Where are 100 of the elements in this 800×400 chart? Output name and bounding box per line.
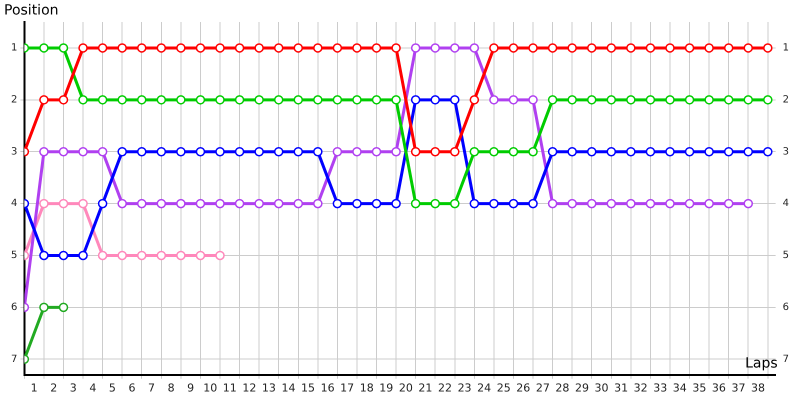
point xyxy=(646,198,656,208)
x-tick-label: 2 xyxy=(50,381,58,394)
point xyxy=(313,146,323,156)
point xyxy=(450,95,460,105)
x-tick-label: 4 xyxy=(89,381,96,394)
point xyxy=(254,198,264,208)
point xyxy=(528,198,538,208)
x-tick-label: 23 xyxy=(458,381,472,394)
point xyxy=(724,146,734,156)
point xyxy=(137,250,146,260)
point xyxy=(313,43,323,53)
point xyxy=(606,198,616,208)
point xyxy=(215,146,225,156)
point xyxy=(234,198,244,208)
point xyxy=(508,95,518,105)
point xyxy=(137,43,146,53)
point xyxy=(626,95,636,105)
point xyxy=(372,146,382,156)
y2-tick-label: 6 xyxy=(782,302,790,313)
point xyxy=(586,146,596,156)
point xyxy=(410,198,420,208)
point xyxy=(117,95,127,105)
point xyxy=(39,302,49,312)
point xyxy=(665,95,675,105)
point xyxy=(430,95,440,105)
x-tick-label: 19 xyxy=(379,381,394,394)
point xyxy=(724,43,734,53)
point xyxy=(117,250,127,260)
x-tick-label: 24 xyxy=(477,381,492,394)
point xyxy=(646,146,656,156)
point xyxy=(704,198,714,208)
point xyxy=(372,43,382,53)
point xyxy=(294,198,304,208)
point xyxy=(313,95,323,105)
point xyxy=(586,198,596,208)
point xyxy=(586,95,596,105)
point xyxy=(58,43,68,53)
point xyxy=(313,198,323,208)
point xyxy=(372,198,382,208)
point xyxy=(372,95,382,105)
x-tick-label: 18 xyxy=(360,381,374,394)
x-tick-label: 30 xyxy=(594,381,609,394)
point xyxy=(234,43,244,53)
point xyxy=(196,146,206,156)
x-tick-label: 36 xyxy=(712,381,726,394)
point xyxy=(508,198,518,208)
point xyxy=(450,198,460,208)
point xyxy=(274,95,284,105)
y-tick-label: 7 xyxy=(10,354,18,365)
point xyxy=(470,146,480,156)
point xyxy=(274,43,284,53)
x-tick-label: 10 xyxy=(203,381,218,394)
point xyxy=(430,146,440,156)
x-tick-label: 26 xyxy=(516,381,530,394)
point xyxy=(98,198,108,208)
x-tick-label: 1 xyxy=(30,381,38,394)
point xyxy=(586,43,596,53)
point xyxy=(430,43,440,53)
point xyxy=(117,43,127,53)
point xyxy=(78,43,88,53)
point xyxy=(665,43,675,53)
point xyxy=(743,43,753,53)
point xyxy=(156,198,166,208)
point xyxy=(606,95,616,105)
x-tick-label: 3 xyxy=(70,381,77,394)
point xyxy=(215,250,225,260)
point xyxy=(39,43,49,53)
point xyxy=(137,198,146,208)
point xyxy=(58,95,68,105)
point xyxy=(117,146,127,156)
point xyxy=(626,146,636,156)
point xyxy=(704,43,714,53)
point xyxy=(665,146,675,156)
x-tick-label: 31 xyxy=(614,381,628,394)
point xyxy=(352,146,362,156)
point xyxy=(156,250,166,260)
point xyxy=(117,198,127,208)
point xyxy=(176,43,186,53)
point xyxy=(548,95,558,105)
point xyxy=(665,198,675,208)
x-tick-label: 16 xyxy=(320,381,335,394)
y2-tick-label: 7 xyxy=(782,354,790,365)
point xyxy=(156,95,166,105)
point xyxy=(684,43,694,53)
point xyxy=(470,95,480,105)
point xyxy=(606,43,616,53)
point xyxy=(646,95,656,105)
point xyxy=(78,146,88,156)
point xyxy=(391,146,401,156)
y-tick-label: 4 xyxy=(10,198,18,210)
x-tick-label: 21 xyxy=(418,381,432,394)
point xyxy=(430,198,440,208)
point xyxy=(137,146,146,156)
point xyxy=(684,146,694,156)
point xyxy=(58,198,68,208)
point xyxy=(98,250,108,260)
x-tick-label: 6 xyxy=(128,381,136,394)
point xyxy=(234,95,244,105)
point xyxy=(567,95,577,105)
point xyxy=(78,250,88,260)
